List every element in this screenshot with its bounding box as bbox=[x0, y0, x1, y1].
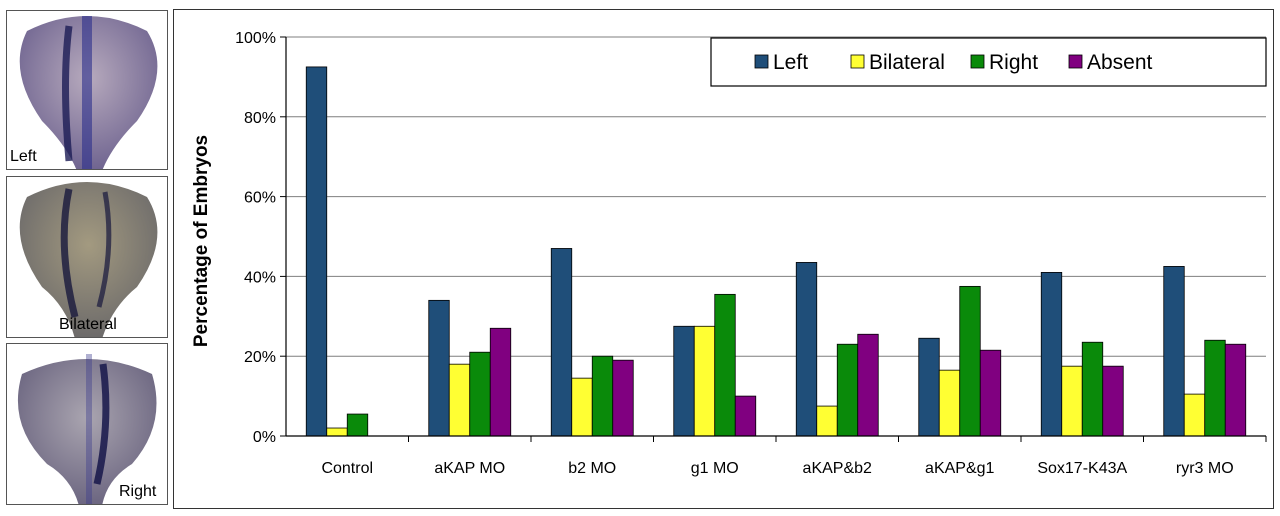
legend-swatch-bilateral bbox=[850, 54, 865, 69]
x-tick-label: ryr3 MO bbox=[1176, 460, 1234, 477]
bar-right-0 bbox=[346, 413, 369, 437]
bar-right-3 bbox=[714, 293, 736, 437]
legend-label-absent: Absent bbox=[1087, 51, 1153, 74]
embryo-image-right bbox=[17, 354, 157, 504]
panel-label-bilateral: Bilateral bbox=[59, 316, 117, 333]
legend-swatch-left bbox=[754, 54, 769, 69]
x-tick-label: aKAP&g1 bbox=[925, 460, 994, 477]
embryo-image-left bbox=[19, 16, 158, 169]
bar-left-5 bbox=[918, 337, 940, 437]
bars bbox=[305, 66, 1247, 437]
bar-absent-5 bbox=[979, 349, 1002, 437]
x-tick-label: aKAP&b2 bbox=[803, 460, 872, 477]
bar-bilateral-6 bbox=[1061, 365, 1083, 437]
bar-absent-4 bbox=[857, 333, 879, 437]
panel-label-right: Right bbox=[119, 483, 157, 500]
y-tick-label: 0% bbox=[253, 429, 276, 446]
x-tick-label: b2 MO bbox=[568, 460, 616, 477]
bar-right-7 bbox=[1204, 339, 1226, 437]
bar-right-5 bbox=[959, 285, 981, 437]
bar-bilateral-7 bbox=[1183, 393, 1206, 437]
bar-left-1 bbox=[428, 299, 450, 437]
y-tick-label: 80% bbox=[244, 110, 276, 127]
bar-bilateral-1 bbox=[448, 363, 471, 437]
bar-absent-2 bbox=[612, 359, 634, 437]
bar-left-6 bbox=[1040, 272, 1063, 437]
embryo-panel-right: Right bbox=[6, 343, 168, 505]
bar-bilateral-5 bbox=[938, 369, 961, 437]
legend-swatch-right bbox=[970, 54, 985, 69]
bar-right-6 bbox=[1081, 341, 1104, 437]
bar-bilateral-4 bbox=[816, 405, 838, 437]
y-tick-label: 40% bbox=[244, 269, 276, 286]
x-tick-label: g1 MO bbox=[691, 460, 739, 477]
bar-bilateral-3 bbox=[693, 325, 716, 437]
bar-right-1 bbox=[469, 351, 491, 437]
bar-chart: 0% 20% 40% 60% 80% 100% Control aKAP MO b2 MO g1 … bbox=[191, 30, 1267, 477]
legend-swatch-absent bbox=[1068, 54, 1083, 69]
x-tick-label: aKAP MO bbox=[434, 460, 505, 477]
embryo-panel-left: Left bbox=[6, 10, 168, 170]
legend-label-left: Left bbox=[773, 51, 808, 74]
legend: Left Bilateral Right Absent bbox=[710, 37, 1267, 87]
legend-label-bilateral: Bilateral bbox=[869, 51, 945, 74]
bar-right-2 bbox=[591, 355, 614, 437]
bar-absent-6 bbox=[1102, 365, 1124, 437]
panel-label-left: Left bbox=[10, 148, 37, 165]
y-axis-label: Percentage of Embryos bbox=[191, 135, 212, 347]
y-tick-label: 60% bbox=[244, 190, 276, 207]
bar-bilateral-0 bbox=[326, 427, 348, 437]
bar-right-4 bbox=[836, 343, 859, 437]
y-tick-label: 20% bbox=[244, 349, 276, 366]
axes: 0% 20% 40% 60% 80% 100% Control aKAP MO b2 MO g1 … bbox=[235, 30, 1267, 477]
bar-left-0 bbox=[305, 66, 328, 437]
y-tick-label: 100% bbox=[235, 30, 276, 47]
bar-left-7 bbox=[1163, 266, 1185, 437]
x-tick-label: Sox17-K43A bbox=[1037, 460, 1127, 477]
embryo-panel-bilateral: Bilateral bbox=[6, 176, 168, 338]
embryo-image-bilateral bbox=[19, 182, 158, 337]
bar-absent-1 bbox=[489, 327, 512, 437]
bar-absent-3 bbox=[734, 395, 757, 437]
bar-absent-7 bbox=[1224, 343, 1247, 437]
bar-left-2 bbox=[550, 248, 573, 437]
bar-left-3 bbox=[673, 325, 695, 437]
legend-box bbox=[710, 37, 1267, 87]
bar-bilateral-2 bbox=[571, 377, 593, 437]
legend-label-right: Right bbox=[989, 51, 1038, 74]
bar-left-4 bbox=[795, 262, 818, 437]
x-tick-label: Control bbox=[321, 460, 373, 477]
